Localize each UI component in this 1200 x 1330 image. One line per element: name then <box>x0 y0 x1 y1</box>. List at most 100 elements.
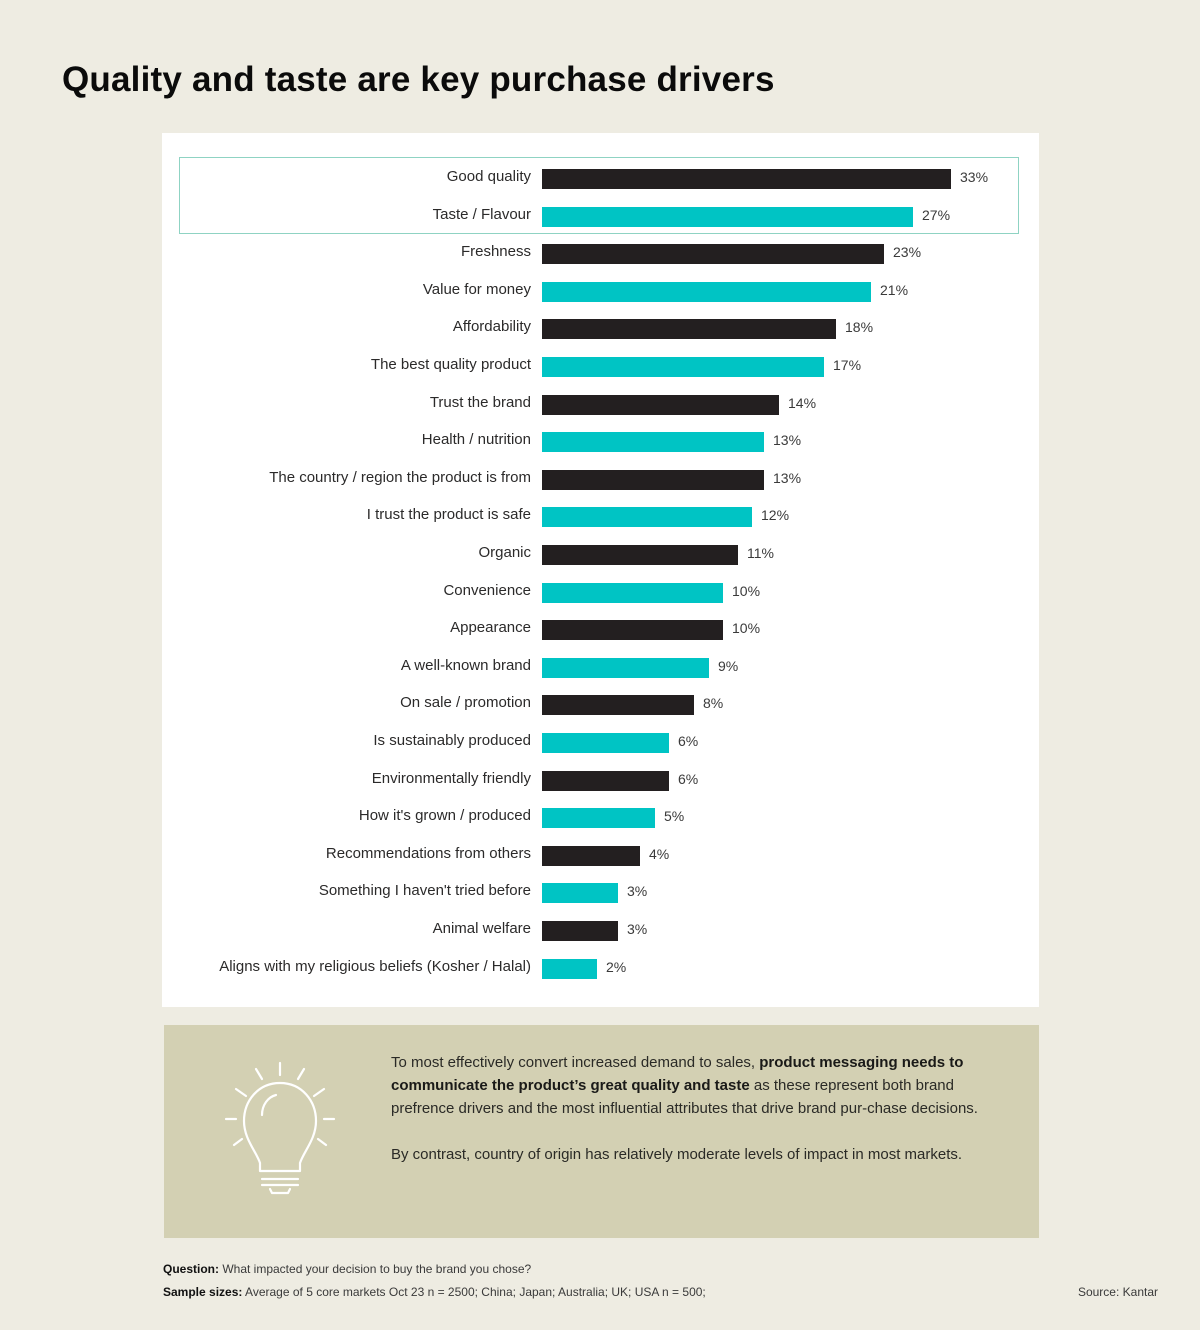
bar <box>542 319 836 340</box>
bar-value: 3% <box>627 883 648 900</box>
bar-row: The best quality product 17% <box>162 347 1039 385</box>
bar-value: 6% <box>678 733 699 749</box>
bar <box>542 733 669 753</box>
bar-value: 23% <box>893 244 922 261</box>
bar <box>542 244 884 265</box>
insight-paragraph-1: To most effectively convert increased de… <box>391 1054 978 1117</box>
bar-label: Aligns with my religious beliefs (Kosher… <box>219 957 531 975</box>
bar-row: Health / nutrition 13% <box>162 422 1039 460</box>
bar-value: 10% <box>732 620 761 637</box>
bar-label: Taste / Flavour <box>432 205 531 223</box>
bar-value: 9% <box>718 657 739 674</box>
bar <box>542 921 618 941</box>
bar-row: Environmentally friendly 6% <box>162 761 1039 799</box>
insight-bold: product messaging needs to communicate t… <box>391 1054 964 1094</box>
bar-value: 2% <box>606 958 627 975</box>
bar-value: 18% <box>845 319 874 336</box>
bar-label: On sale / promotion <box>400 694 531 712</box>
bar <box>542 169 951 189</box>
bar <box>542 695 694 716</box>
bar-row: Aligns with my religious beliefs (Kosher… <box>162 949 1039 987</box>
bar-row: Is sustainably produced 6% <box>162 723 1039 761</box>
bar-row: How it's grown / produced 5% <box>162 798 1039 836</box>
bar-label: Health / nutrition <box>421 431 531 449</box>
page-title: Quality and taste are key purchase drive… <box>62 60 775 99</box>
insight-text: To most effectively convert increased de… <box>391 1051 1011 1189</box>
bar-label: Appearance <box>450 619 531 637</box>
bar-value: 13% <box>773 432 802 449</box>
bar-row: Animal welfare 3% <box>162 911 1039 949</box>
bar-label: Organic <box>478 544 531 561</box>
bar <box>542 469 764 490</box>
bar-row: A well-known brand 9% <box>162 648 1039 686</box>
bar <box>542 770 669 791</box>
bar-row: Freshness 23% <box>162 234 1039 272</box>
bar-chart: Good quality 33% Taste / Flavour 27% Freshne… <box>162 133 1039 1007</box>
bar-label: Value for money <box>422 280 531 298</box>
bar-label: Is sustainably produced <box>373 732 531 749</box>
bar-value: 14% <box>788 394 817 411</box>
bar-label: How it's grown / produced <box>358 807 531 825</box>
bar-value: 5% <box>664 808 685 825</box>
bar-value: 21% <box>880 281 909 298</box>
sample-size-note: Sample sizes: Average of 5 core markets … <box>163 1285 706 1299</box>
bar-label: Trust the brand <box>429 393 531 411</box>
bar-row: Organic 11% <box>162 535 1039 573</box>
bar <box>542 657 709 678</box>
bar-label: Animal welfare <box>432 920 531 937</box>
bar-row: The country / region the product is from… <box>162 460 1039 498</box>
bar-value: 3% <box>627 921 648 937</box>
bar <box>542 845 640 866</box>
insight-panel: To most effectively convert increased de… <box>164 1025 1039 1238</box>
bar <box>542 206 913 227</box>
bar-row: Appearance 10% <box>162 610 1039 648</box>
bar-row: Recommendations from others 4% <box>162 836 1039 874</box>
bar-value: 12% <box>761 507 790 524</box>
bar-row: Good quality 33% <box>162 159 1039 197</box>
question-note: Question: What impacted your decision to… <box>163 1262 532 1276</box>
bar <box>542 394 779 415</box>
bar-value: 4% <box>649 845 670 862</box>
bar <box>542 582 723 603</box>
bar <box>542 281 871 302</box>
bar <box>542 545 738 565</box>
bar <box>542 432 764 453</box>
bar-value: 8% <box>703 695 724 712</box>
bar-value: 33% <box>960 169 989 185</box>
bar-value: 27% <box>922 206 951 223</box>
bar-label: The best quality product <box>370 356 531 373</box>
bar-label: A well-known brand <box>400 656 531 674</box>
bar <box>542 507 752 528</box>
bar-row: Value for money 21% <box>162 272 1039 310</box>
bar-value: 11% <box>747 545 774 561</box>
bar <box>542 958 597 979</box>
highlight-box <box>179 157 1019 234</box>
bar-label: Something I haven't tried before <box>318 882 531 900</box>
bar-label: The country / region the product is from <box>269 468 531 486</box>
bar-row: Taste / Flavour 27% <box>162 197 1039 235</box>
bar <box>542 357 824 377</box>
bar-row: Affordability 18% <box>162 309 1039 347</box>
bar-label: Environmentally friendly <box>371 769 531 787</box>
source-credit: Source: Kantar <box>1077 1285 1158 1299</box>
bar-label: I trust the product is safe <box>366 506 531 524</box>
bar <box>542 883 618 904</box>
bar-row: I trust the product is safe 12% <box>162 497 1039 535</box>
bar-label: Convenience <box>443 581 531 599</box>
bar-row: Trust the brand 14% <box>162 385 1039 423</box>
bar-label: Good quality <box>446 168 531 185</box>
bar-row: On sale / promotion 8% <box>162 685 1039 723</box>
bar <box>542 620 723 641</box>
lightbulb-icon <box>224 1061 336 1195</box>
bar-label: Freshness <box>460 243 531 261</box>
bar <box>542 808 655 829</box>
bar-value: 10% <box>732 582 761 599</box>
bar-label: Affordability <box>452 318 531 336</box>
bar-row: Something I haven't tried before 3% <box>162 873 1039 911</box>
bar-label: Recommendations from others <box>325 844 531 862</box>
bar-value: 6% <box>678 770 699 787</box>
bar-value: 13% <box>773 469 802 486</box>
bar-value: 17% <box>833 357 862 373</box>
insight-paragraph-2: By contrast, country of origin has relat… <box>391 1146 963 1163</box>
bar-row: Convenience 10% <box>162 573 1039 611</box>
